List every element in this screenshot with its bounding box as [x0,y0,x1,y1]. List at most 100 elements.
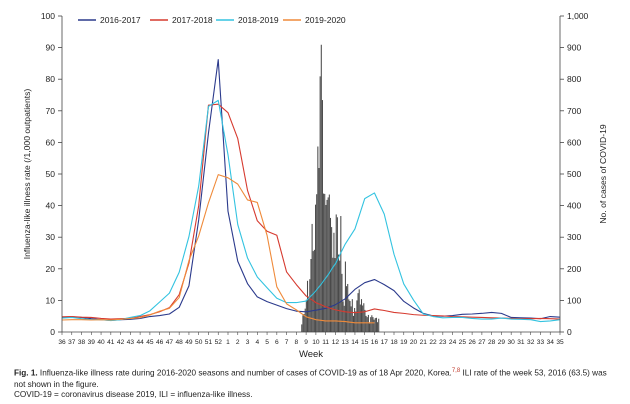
x-tick-label: 12 [332,339,340,346]
series-line-2018-2019 [61,99,561,323]
x-tick-label: 7 [285,339,289,346]
covid-case-bar [377,322,379,332]
x-tick-label: 48 [176,339,184,346]
y-right-tick-label: 900 [567,43,581,53]
y-right-tick-label: 1,000 [567,11,589,21]
covid-case-bar [341,273,343,332]
covid-case-bar [349,301,351,332]
y-left-tick-label: 30 [46,232,56,242]
x-tick-label: 20 [410,339,418,346]
x-tick-label: 21 [420,339,428,346]
y-right-tick-label: 400 [567,201,581,211]
x-tick-label: 10 [312,339,320,346]
x-tick-label: 6 [275,339,279,346]
y-left-tick-label: 0 [50,327,55,337]
caption-reference[interactable]: 7,8 [451,368,461,374]
covid-case-bar [370,317,372,332]
x-tick-label: 27 [478,339,486,346]
y-right-tick-label: 800 [567,74,581,84]
y-axis-left-label: Influenza-like illness rate (/1,000 outp… [22,89,32,260]
covid-case-bar [319,76,321,332]
x-tick-label: 49 [185,339,193,346]
x-tick-label: 41 [107,339,115,346]
y-left-tick-label: 50 [46,169,56,179]
covid-case-bar [302,315,304,332]
y-left-tick-label: 100 [41,11,55,21]
x-tick-label: 37 [68,339,76,346]
x-tick-label: 32 [527,339,535,346]
covid-case-bar [364,309,366,332]
x-tick-label: 4 [255,339,259,346]
covid-case-bar [332,257,334,332]
x-tick-label: 52 [215,339,223,346]
covid-case-bar [325,204,327,332]
x-tick-label: 5 [265,339,269,346]
y-right-tick-label: 600 [567,137,581,147]
x-tick-label: 35 [556,339,564,346]
covid-case-bar [352,315,354,332]
x-tick-label: 44 [136,339,144,346]
y-left-tick-label: 60 [46,137,56,147]
covid-case-bar [337,254,340,332]
legend-label: 2017-2018 [172,15,213,25]
covid-case-bar [355,311,357,332]
x-tick-label: 16 [371,339,379,346]
covid-case-bar [356,300,358,332]
x-tick-label: 19 [400,339,408,346]
x-tick-label: 11 [322,339,329,346]
x-tick-label: 36 [58,339,66,346]
y-right-tick-label: 700 [567,106,581,116]
covid-case-bar [301,324,303,332]
covid-case-bar [323,193,325,332]
covid-case-bar [313,249,315,332]
y-right-tick-label: 0 [567,327,572,337]
covid-case-bar [333,232,335,332]
covid-case-bar [334,258,336,332]
covid-case-bar [331,227,333,332]
caption-text-note: ILI rate of the week 53, 2016 (63.5) was… [14,368,607,389]
x-tick-label: 47 [166,339,174,346]
y-right-tick-label: 300 [567,232,581,242]
covid-case-bar [340,216,342,332]
y-left-tick-label: 90 [46,43,56,53]
figure-abbreviations: COVID-19 = coronavirus disease 2019, ILI… [14,390,253,399]
covid-case-bar [362,305,364,332]
covid-case-bar [328,194,330,332]
covid-case-bar [321,100,323,332]
covid-case-bar [373,319,375,332]
x-tick-label: 34 [547,339,555,346]
series-line-2017-2018 [61,103,561,320]
covid-case-bar [318,167,320,332]
y-right-tick-label: 500 [567,169,581,179]
covid-case-bar [309,279,311,332]
covid-case-bar [342,301,344,332]
covid-case-bar [304,308,306,332]
covid-case-bar [354,307,356,332]
series-line-2019-2020 [61,174,375,324]
x-tick-label: 9 [304,339,308,346]
covid-case-bar [312,251,314,332]
covid-case-bar [346,286,348,332]
x-tick-label: 1 [226,339,230,346]
x-tick-label: 30 [508,339,516,346]
covid-case-bar [369,323,371,332]
y-left-tick-label: 70 [46,106,56,116]
covid-case-bar [371,315,373,332]
x-tick-label: 24 [449,339,457,346]
caption-fig-label: Fig. 1. [14,368,38,378]
covid-case-bar [305,299,307,332]
legend-label: 2018-2019 [238,15,279,25]
x-tick-label: 3 [246,339,250,346]
covid-case-bar [315,204,317,332]
covid-case-bar [316,194,318,332]
covid-case-bar [372,317,374,332]
covid-case-bar [359,304,361,332]
x-tick-label: 22 [429,339,437,346]
covid-case-bar [360,299,363,332]
y-axis-right-label: No. of cases of COVID-19 [598,124,608,224]
covid-case-bar [344,261,346,332]
figure-caption: Fig. 1. Influenza-like illness rate duri… [14,366,616,390]
series-line-2016-2017 [61,59,561,321]
covid-case-bar [348,299,350,332]
covid-case-bar [308,296,310,332]
